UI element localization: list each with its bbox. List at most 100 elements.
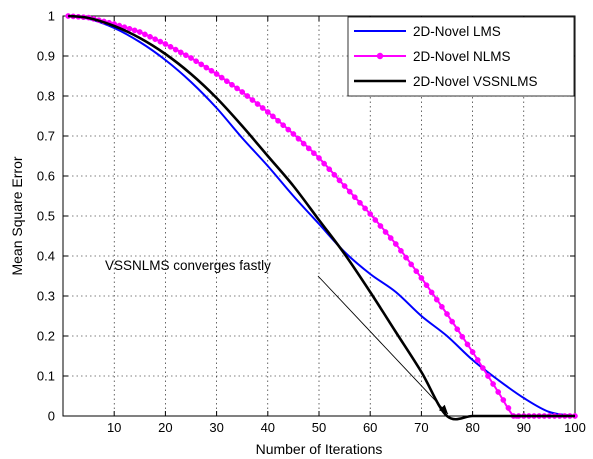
annotation: VSSNLMS converges fastly (105, 258, 449, 415)
series-marker (234, 85, 240, 92)
series-marker (341, 183, 348, 189)
series-marker (500, 397, 507, 403)
y-tick-label: 1 (48, 9, 55, 24)
series-marker (495, 389, 502, 395)
annotation-arrow-line (317, 275, 449, 415)
axes: 10 20 30 40 50 60 70 80 90 100 0 0.1 0.2 0.3 0.4 0.5 0.6… (37, 9, 586, 436)
series-marker (444, 311, 450, 317)
x-tick-label: 70 (414, 420, 428, 435)
x-tick-label: 50 (312, 420, 326, 435)
series-marker (275, 117, 281, 124)
legend-marker (376, 52, 384, 60)
series-marker (300, 140, 307, 147)
annotation-text: VSSNLMS converges fastly (105, 258, 271, 273)
legend-label-2: 2D-Novel NLMS (413, 49, 511, 64)
series-marker (326, 166, 333, 173)
x-tick-label: 80 (465, 420, 479, 435)
series-marker (316, 155, 322, 161)
series-marker (439, 303, 445, 310)
series-marker (198, 61, 205, 68)
series-marker (290, 131, 297, 137)
y-tick-label: 0.5 (37, 209, 55, 224)
series-marker (428, 289, 435, 296)
series-marker (249, 97, 256, 103)
series-marker (387, 235, 394, 241)
series-marker (382, 229, 389, 235)
legend: 2D-Novel LMS 2D-Novel NLMS 2D-Novel VSSNLM… (347, 16, 575, 97)
series-marker (398, 247, 404, 254)
series-marker (203, 64, 210, 71)
series-marker (408, 261, 415, 268)
series-marker (321, 160, 327, 167)
series-marker (331, 171, 338, 178)
series-marker (213, 71, 220, 77)
series-marker (254, 101, 261, 107)
series-marker (131, 27, 138, 34)
series-marker (208, 67, 215, 74)
x-tick-label: 40 (261, 420, 275, 435)
series-marker (172, 46, 179, 53)
series-marker (474, 357, 481, 363)
series-marker (372, 217, 379, 223)
legend-label-3: 2D-Novel VSSNLMS (413, 74, 538, 89)
series-marker (336, 177, 343, 184)
series-marker (136, 29, 143, 35)
series-marker (377, 223, 384, 229)
x-tick-label: 20 (158, 420, 172, 435)
annotation-arrow-head (438, 404, 448, 414)
series-marker (280, 122, 287, 129)
series-marker (162, 41, 169, 47)
series-marker (264, 109, 271, 115)
legend-label-1: 2D-Novel LMS (413, 24, 501, 39)
series-marker (311, 150, 317, 157)
y-tick-label: 0.7 (37, 129, 55, 144)
series-marker (433, 296, 440, 303)
x-tick-label: 100 (564, 420, 586, 435)
series-marker (239, 89, 246, 95)
series-marker (295, 135, 302, 142)
series-marker (459, 333, 466, 340)
series-line-3 (67, 14, 575, 421)
series-marker (183, 52, 189, 59)
series-marker (367, 211, 374, 217)
series-marker (351, 194, 358, 201)
series-marker (305, 145, 312, 152)
series-marker (490, 381, 496, 387)
x-axis-label: Number of Iterations (256, 441, 383, 457)
series-line-1 (67, 15, 576, 417)
series-marker (167, 43, 174, 50)
y-tick-label: 0.8 (37, 89, 55, 104)
series-marker (229, 81, 235, 88)
series-marker (469, 349, 476, 355)
series-marker (423, 282, 430, 289)
series-marker (357, 199, 363, 206)
series-marker (188, 55, 194, 61)
series-marker (418, 275, 425, 281)
series-marker (392, 241, 399, 247)
series-marker (403, 254, 409, 261)
series-marker (223, 78, 230, 85)
series-marker (485, 373, 491, 379)
series-marker (147, 33, 153, 40)
series-marker (244, 93, 251, 99)
series-marker (346, 188, 353, 195)
y-tick-label: 0.3 (37, 289, 55, 304)
series-marker (449, 318, 455, 325)
series-marker (177, 49, 184, 56)
series-marker (218, 74, 225, 81)
series-marker (193, 58, 199, 65)
y-tick-label: 0 (48, 409, 55, 424)
x-tick-label: 90 (517, 420, 531, 435)
y-tick-label: 0.4 (37, 249, 55, 264)
series-marker (142, 31, 148, 38)
series-marker (270, 113, 276, 120)
y-tick-label: 0.2 (37, 329, 55, 344)
y-tick-label: 0.1 (37, 369, 55, 384)
x-tick-label: 10 (107, 420, 121, 435)
series-marker (152, 36, 159, 43)
series-marker (285, 126, 292, 133)
series-marker (479, 365, 486, 371)
y-tick-label: 0.9 (37, 49, 55, 64)
series-marker (259, 105, 266, 111)
series-marker (157, 38, 164, 45)
